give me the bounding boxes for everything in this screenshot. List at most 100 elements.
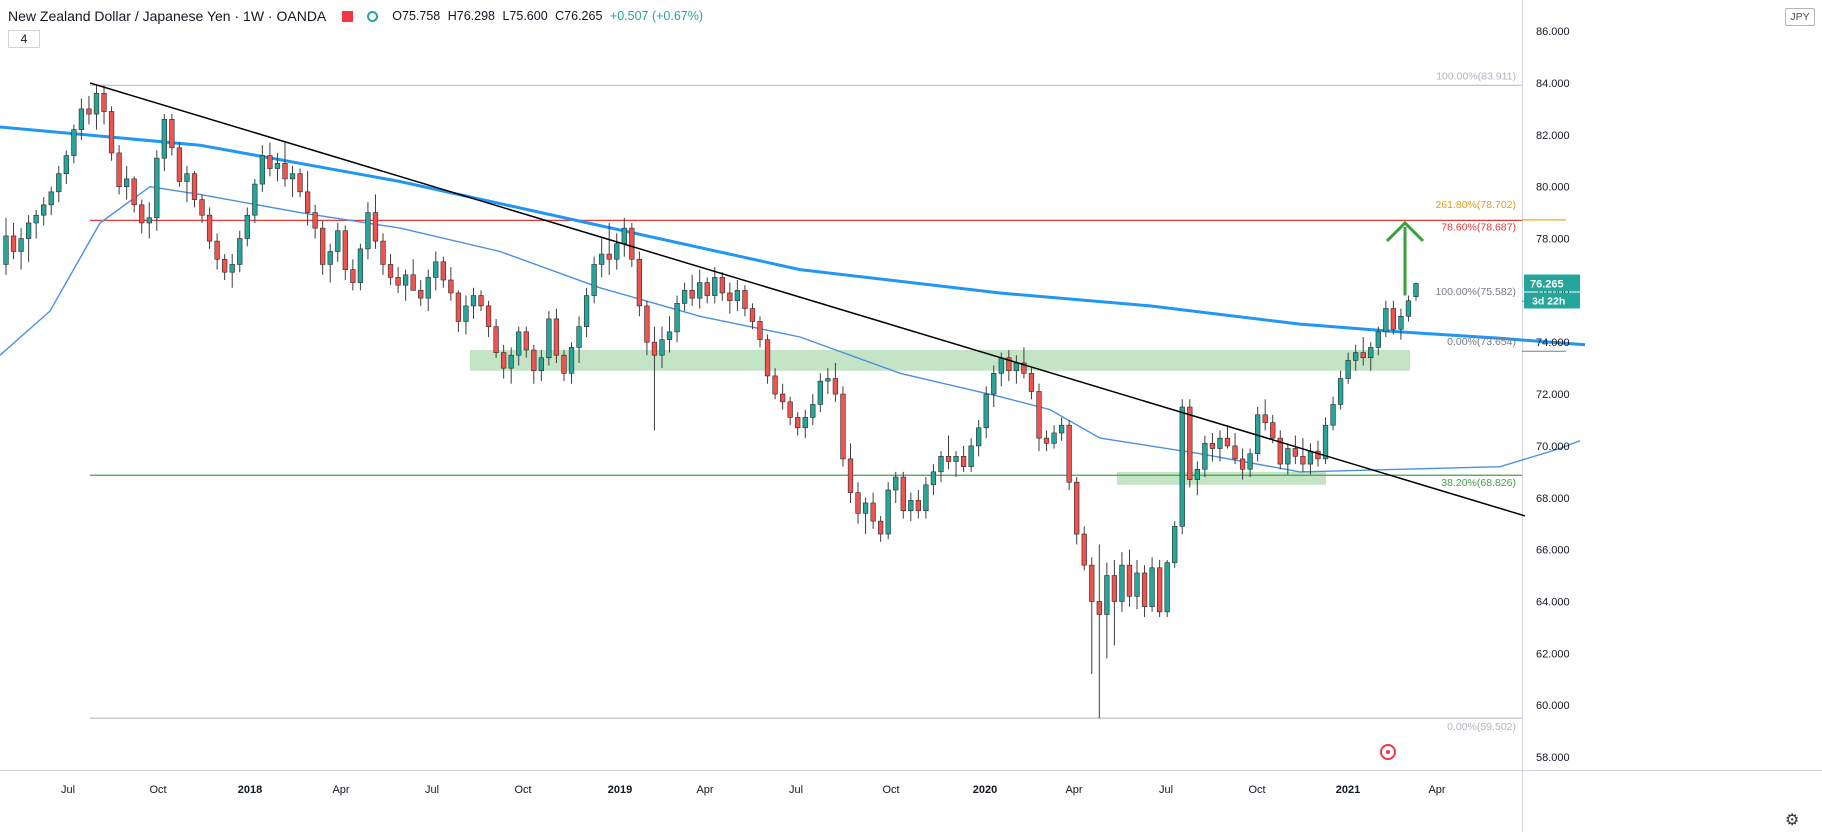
candle-body: [342, 230, 348, 270]
candle-body: [1141, 572, 1148, 607]
candle-body: [410, 274, 416, 291]
change-value: +0.507 (+0.67%): [609, 9, 704, 23]
candle: [191, 171, 198, 208]
candle-body: [350, 269, 356, 283]
candle-body: [855, 492, 861, 514]
candle: [335, 222, 341, 262]
candle-body: [244, 214, 250, 239]
candle: [878, 515, 884, 542]
candle-body: [448, 279, 454, 294]
candle-body: [795, 417, 801, 429]
candle-body: [1262, 414, 1268, 423]
candle: [681, 282, 688, 312]
candle-body: [108, 111, 115, 154]
candle-body: [63, 155, 69, 175]
candle-body: [636, 258, 643, 307]
candle-body: [1270, 422, 1276, 439]
circle-icon[interactable]: [367, 10, 379, 22]
candle-body: [1277, 437, 1283, 465]
candle-body: [1036, 391, 1042, 439]
candle-body: [885, 489, 891, 535]
candle-body: [697, 282, 703, 299]
currency-badge[interactable]: JPY: [1785, 8, 1815, 26]
candle-body: [1390, 308, 1397, 330]
time-label: Jul: [789, 784, 803, 796]
candle: [870, 492, 876, 529]
candle-body: [1111, 575, 1118, 602]
candle-body: [169, 118, 175, 149]
candle: [553, 308, 560, 363]
time-label: Apr: [332, 784, 349, 796]
candle-body: [893, 476, 899, 491]
candle: [847, 443, 854, 503]
flag-icon[interactable]: [342, 10, 354, 22]
candle: [862, 497, 869, 535]
candle: [116, 145, 122, 195]
price-tick-label: 62.000: [1536, 648, 1570, 660]
candle: [1172, 521, 1178, 568]
candle-body: [33, 214, 39, 224]
candle: [312, 204, 318, 239]
candle-body: [206, 214, 213, 242]
time-label: Oct: [149, 784, 166, 796]
candle-body: [802, 417, 808, 429]
candle-body: [991, 373, 997, 395]
candle: [1337, 370, 1344, 410]
candle-body: [1300, 455, 1306, 465]
gear-icon[interactable]: ⚙: [1785, 812, 1800, 829]
candle-body: [583, 295, 590, 327]
candle-body: [1209, 443, 1216, 449]
candle: [674, 295, 680, 343]
candle-body: [1405, 300, 1412, 317]
candle-body: [983, 393, 989, 429]
candle: [372, 194, 379, 249]
candle-body: [1315, 450, 1321, 460]
candle: [71, 124, 77, 164]
candle: [636, 251, 643, 317]
candle-body: [124, 178, 130, 187]
support-zone-1: [1117, 471, 1326, 485]
candle: [1398, 308, 1404, 340]
candle: [1239, 448, 1246, 480]
candle-body: [312, 212, 318, 229]
candle-body: [289, 173, 296, 180]
candle: [146, 202, 152, 239]
candle: [440, 256, 446, 288]
candle: [402, 269, 409, 301]
candle-body: [976, 427, 982, 447]
candle-body: [86, 108, 92, 115]
candle: [915, 490, 921, 519]
moving-average-short: [0, 185, 1581, 473]
candle-body: [478, 295, 484, 307]
symbol-title[interactable]: New Zealand Dollar / Japanese Yen · 1W ·…: [8, 8, 327, 24]
candle-body: [629, 227, 635, 260]
candle: [1119, 552, 1125, 612]
moving-average-long: [0, 125, 1586, 347]
candle: [176, 142, 183, 187]
price-tick-label: 86.000: [1536, 26, 1570, 38]
candle: [832, 362, 839, 402]
candle-body: [1217, 437, 1223, 449]
candle: [629, 222, 635, 268]
candle: [908, 492, 914, 522]
horizontal-levels: [90, 84, 1566, 719]
candle-body: [930, 471, 937, 486]
candle: [787, 396, 793, 426]
candle-body: [1028, 373, 1035, 392]
last-price-badge: [1524, 274, 1580, 292]
candle: [1307, 443, 1314, 475]
high-value: H76.298: [447, 9, 495, 23]
time-label: Apr: [1428, 784, 1445, 796]
candle-body: [508, 354, 514, 369]
indicator-count-badge[interactable]: 4: [8, 30, 40, 48]
candle: [840, 386, 846, 467]
candle: [1300, 438, 1306, 472]
candle-body: [1096, 601, 1102, 615]
candle-body: [749, 308, 756, 322]
candle: [757, 316, 763, 348]
candle-body: [576, 326, 582, 348]
candle: [1058, 417, 1065, 441]
candle: [244, 207, 250, 247]
